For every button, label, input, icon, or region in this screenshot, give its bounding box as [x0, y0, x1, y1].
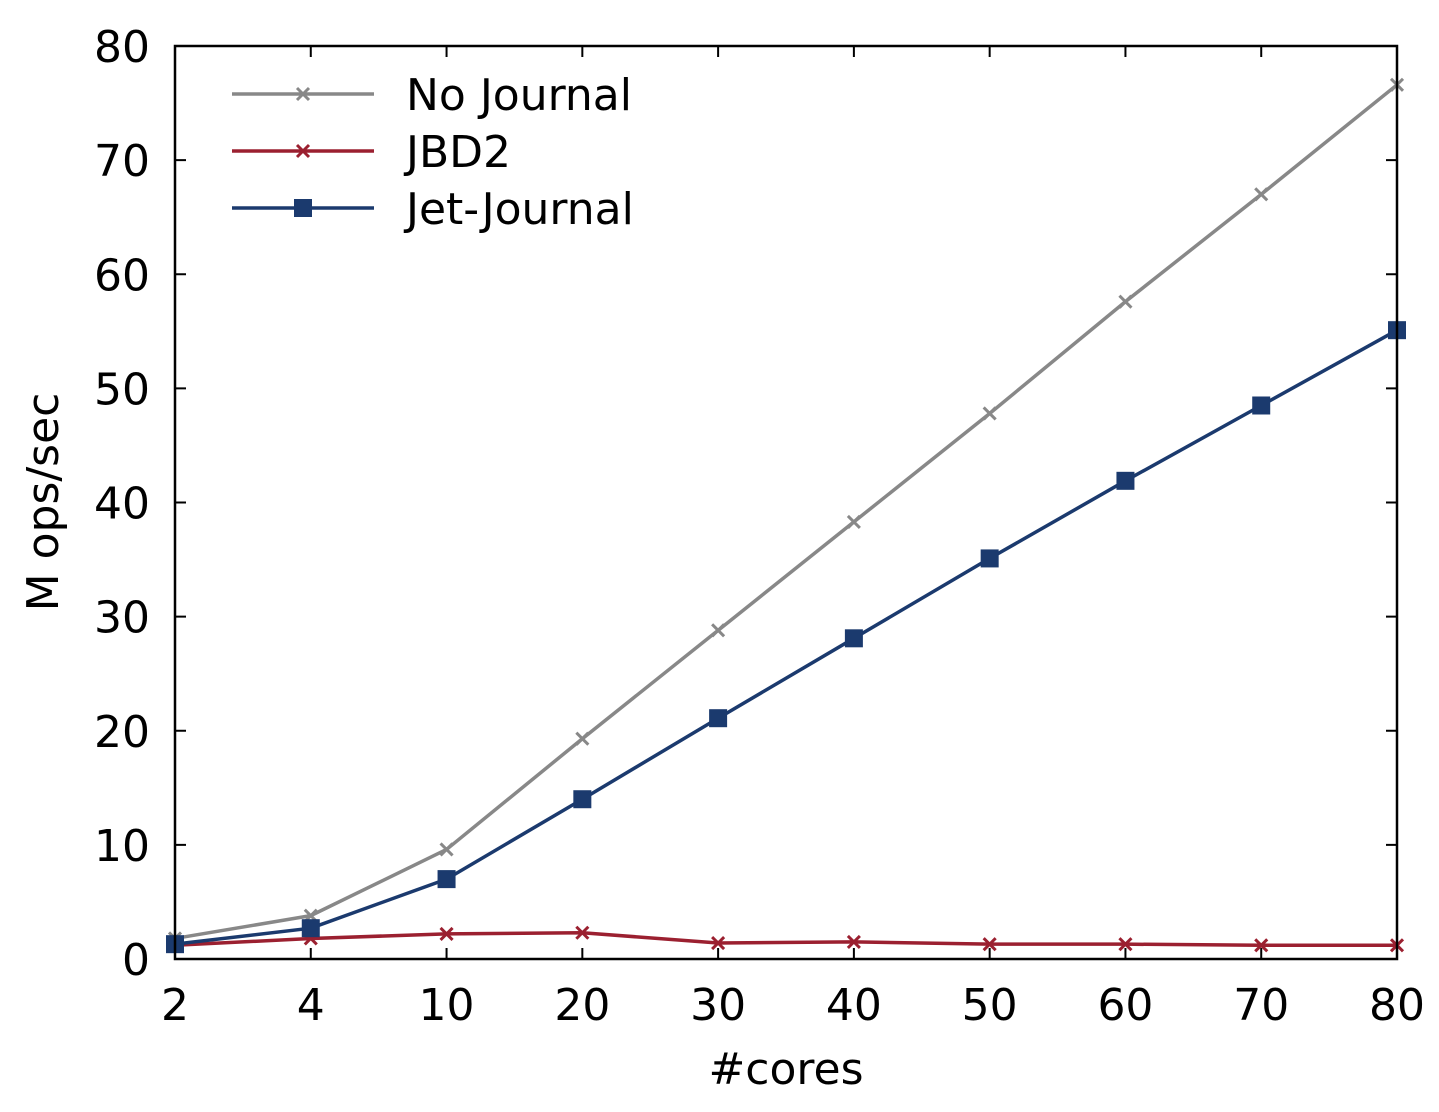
y-tick-label: 0 [122, 935, 150, 986]
x-tick-label: 40 [826, 980, 882, 1031]
y-tick-label: 40 [94, 479, 150, 530]
legend-label: JBD2 [403, 127, 511, 178]
y-tick-label: 30 [94, 593, 150, 644]
legend-entry-jet-journal: Jet-Journal [232, 184, 634, 235]
legend: No Journal JBD2 Jet-Journal [232, 70, 634, 235]
legend-label: Jet-Journal [403, 184, 634, 235]
data-point [573, 790, 592, 809]
series-line-jet-journal [174, 328, 1398, 946]
y-tick-labels: 0 10 20 30 40 50 60 70 80 [94, 22, 150, 986]
data-point [980, 549, 999, 568]
x-tick-label: 60 [1097, 980, 1153, 1031]
y-tick-label: 60 [94, 250, 150, 301]
legend-entry-no-journal: No Journal [232, 70, 632, 121]
data-point [439, 842, 454, 857]
x-tick-label: 4 [297, 980, 325, 1031]
series-line-jbd2 [174, 931, 1397, 948]
legend-marker [295, 86, 311, 102]
y-tick-label: 80 [94, 22, 150, 73]
x-tick-label: 2 [161, 980, 189, 1031]
data-point [301, 919, 320, 938]
data-point [844, 629, 863, 648]
legend-label: No Journal [406, 70, 632, 121]
data-point [575, 925, 590, 940]
data-point [982, 406, 997, 421]
y-tick-label: 50 [94, 364, 150, 415]
data-point [1118, 937, 1133, 952]
x-axis-label: #cores [708, 1044, 863, 1095]
plot-frame [173, 44, 1399, 961]
x-tick-label: 80 [1369, 980, 1425, 1031]
data-point [575, 731, 590, 746]
data-point [1254, 187, 1269, 202]
y-tick-label: 20 [94, 707, 150, 758]
data-point [846, 934, 861, 949]
data-point [711, 623, 726, 638]
data-point [846, 514, 861, 529]
legend-entry-jbd2: JBD2 [232, 127, 511, 178]
data-point [437, 870, 456, 889]
data-point [709, 709, 728, 728]
y-tick-label: 10 [94, 821, 150, 872]
series-line-no-journal [174, 83, 1399, 941]
x-tick-label: 70 [1233, 980, 1289, 1031]
x-tick-label: 50 [962, 980, 1018, 1031]
x-tick-label: 20 [554, 980, 610, 1031]
data-point [982, 937, 997, 952]
legend-marker [295, 143, 311, 159]
legend-marker [294, 199, 312, 217]
data-point [711, 935, 726, 951]
x-tick-labels: 2 4 10 20 30 40 50 60 70 80 [161, 980, 1425, 1031]
data-point [1116, 471, 1135, 490]
x-tick-label: 30 [690, 980, 746, 1031]
x-tick-label: 10 [419, 980, 475, 1031]
series-layer [166, 77, 1406, 954]
y-tick-label: 70 [94, 136, 150, 187]
data-point [1254, 938, 1269, 953]
data-point [439, 926, 454, 941]
data-point [1118, 294, 1133, 309]
data-point [1252, 396, 1271, 415]
y-axis-label: M ops/sec [18, 393, 69, 612]
